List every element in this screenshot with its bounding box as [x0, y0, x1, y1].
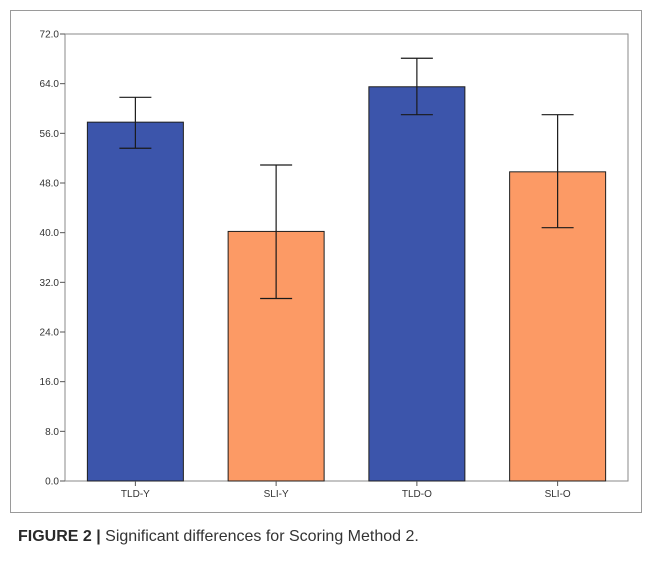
y-tick-label: 0.0 — [45, 477, 59, 488]
caption-text: Significant differences for Scoring Meth… — [100, 528, 419, 545]
bar-tld-y — [86, 121, 184, 482]
x-tick-label: TLD-Y — [121, 489, 150, 500]
y-tick-label: 40.0 — [40, 228, 60, 239]
y-tick-label: 16.0 — [40, 377, 60, 388]
x-tick-label: TLD-O — [402, 489, 432, 500]
plot-area — [64, 33, 629, 482]
x-tick-label: SLI-Y — [264, 489, 289, 500]
y-tick-label: 56.0 — [40, 129, 60, 140]
figure-caption: FIGURE 2 | Significant differences for S… — [18, 528, 638, 546]
y-tick-label: 48.0 — [40, 179, 60, 190]
x-tick-label: SLI-O — [545, 489, 571, 500]
y-tick-label: 8.0 — [45, 427, 59, 438]
y-tick-label: 64.0 — [40, 79, 60, 90]
y-tick-label: 24.0 — [40, 328, 60, 339]
y-tick-label: 72.0 — [40, 30, 60, 41]
figure-label: FIGURE 2 | — [18, 528, 101, 545]
bar-tld-o — [368, 86, 466, 482]
y-tick-label: 32.0 — [40, 278, 60, 289]
